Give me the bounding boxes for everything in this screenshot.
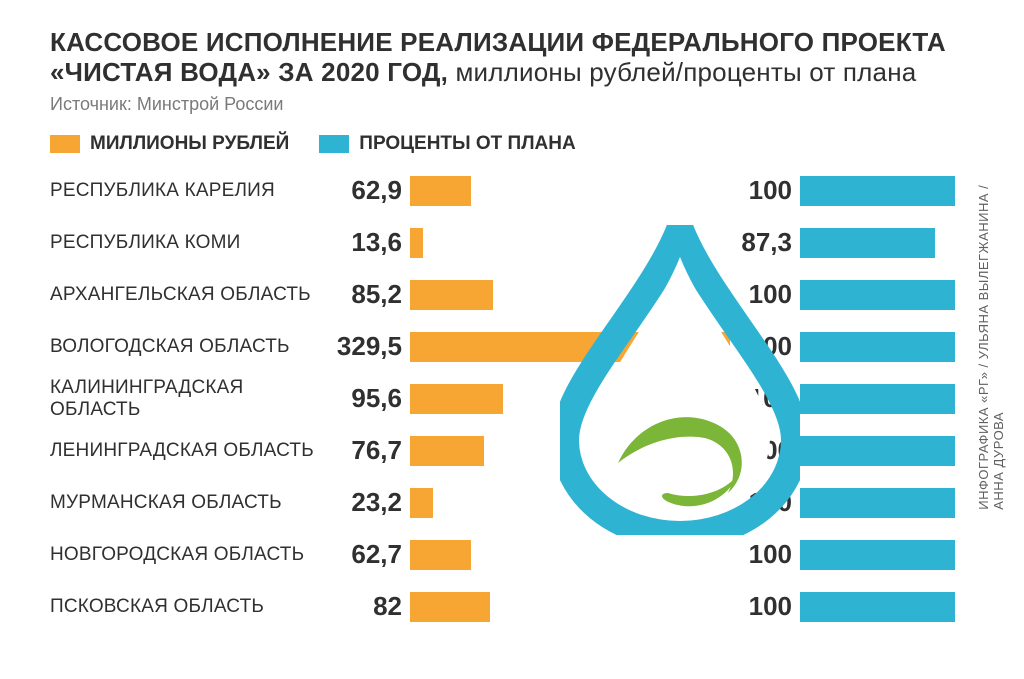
region-label: НОВГОРОДСКАЯ ОБЛАСТЬ [50,544,330,566]
region-label: МУРМАНСКАЯ ОБЛАСТЬ [50,492,330,514]
bar-millions-wrap [410,488,730,518]
value-percent: 100 [730,331,800,362]
value-percent: 87,3 [730,227,800,258]
title-subtitle: миллионы рублей/проценты от плана [455,57,916,87]
bar-percent-wrap [800,540,955,570]
bar-percent-wrap [800,176,955,206]
chart-row: РЕСПУБЛИКА КАРЕЛИЯ62,9 100 [50,165,974,217]
bar-millions-wrap [410,592,730,622]
bar-percent [800,228,935,258]
value-percent: 100 [730,279,800,310]
bar-percent-wrap [800,436,955,466]
legend-item-right: ПРОЦЕНТЫ ОТ ПЛАНА [319,133,575,155]
value-millions: 62,7 [330,539,410,570]
legend-item-left: МИЛЛИОНЫ РУБЛЕЙ [50,133,289,155]
chart-area: РЕСПУБЛИКА КАРЕЛИЯ62,9 100 РЕСПУБЛИКА КОМИ… [50,165,974,633]
bar-percent [800,592,955,622]
title-line-1: КАССОВОЕ ИСПОЛНЕНИЕ РЕАЛИЗАЦИИ ФЕДЕРАЛЬН… [50,27,946,57]
bar-percent [800,280,955,310]
bar-millions-wrap [410,176,730,206]
chart-row: МУРМАНСКАЯ ОБЛАСТЬ23,2 100 [50,477,974,529]
bar-percent [800,488,955,518]
bar-millions-wrap [410,280,730,310]
value-percent: 100 [730,435,800,466]
bar-percent-wrap [800,228,955,258]
chart-row: РЕСПУБЛИКА КОМИ13,6 87,3 [50,217,974,269]
value-millions: 23,2 [330,487,410,518]
chart-row: АРХАНГЕЛЬСКАЯ ОБЛАСТЬ85,2 100 [50,269,974,321]
bar-millions-wrap [410,228,730,258]
bar-millions-wrap [410,540,730,570]
bar-millions [410,540,471,570]
region-label: ПСКОВСКАЯ ОБЛАСТЬ [50,596,330,618]
bar-millions [410,280,493,310]
title-line-2: «ЧИСТАЯ ВОДА» ЗА 2020 ГОД, [50,57,455,87]
bar-millions [410,332,730,362]
bar-millions [410,592,490,622]
value-percent: 100 [730,539,800,570]
bar-millions-wrap [410,384,730,414]
bar-percent-wrap [800,332,955,362]
region-label: РЕСПУБЛИКА КОМИ [50,232,330,254]
bar-percent [800,384,955,414]
bar-millions [410,436,484,466]
value-millions: 85,2 [330,279,410,310]
bar-millions [410,228,423,258]
bar-percent [800,332,955,362]
bar-millions [410,384,503,414]
chart-row: ЛЕНИНГРАДСКАЯ ОБЛАСТЬ76,7 100 [50,425,974,477]
chart-row: ВОЛОГОДСКАЯ ОБЛАСТЬ329,5 100 [50,321,974,373]
swatch-orange [50,135,80,153]
swatch-blue [319,135,349,153]
value-millions: 76,7 [330,435,410,466]
legend-label-right: ПРОЦЕНТЫ ОТ ПЛАНА [359,133,575,154]
value-millions: 329,5 [330,331,410,362]
value-percent: 100 [730,383,800,414]
bar-millions-wrap [410,436,730,466]
credit-vertical: ИНФОГРАФИКА «РГ» / УЛЬЯНА ВЫЛЕГЖАНИНА / … [976,170,1006,510]
bar-percent-wrap [800,280,955,310]
source-text: Источник: Минстрой России [50,94,974,115]
chart-row: КАЛИНИНГРАДСКАЯ ОБЛАСТЬ95,6 100 [50,373,974,425]
value-millions: 82 [330,591,410,622]
bar-percent-wrap [800,592,955,622]
bar-millions-wrap [410,332,730,362]
chart-row: ПСКОВСКАЯ ОБЛАСТЬ82 100 [50,581,974,633]
bar-percent-wrap [800,384,955,414]
region-label: РЕСПУБЛИКА КАРЕЛИЯ [50,180,330,202]
region-label: АРХАНГЕЛЬСКАЯ ОБЛАСТЬ [50,284,330,306]
chart-title: КАССОВОЕ ИСПОЛНЕНИЕ РЕАЛИЗАЦИИ ФЕДЕРАЛЬН… [50,28,974,88]
bar-millions [410,488,433,518]
legend-label-left: МИЛЛИОНЫ РУБЛЕЙ [90,133,289,154]
bar-percent [800,540,955,570]
value-millions: 95,6 [330,383,410,414]
value-millions: 62,9 [330,175,410,206]
chart-row: НОВГОРОДСКАЯ ОБЛАСТЬ62,7 100 [50,529,974,581]
region-label: КАЛИНИНГРАДСКАЯ ОБЛАСТЬ [50,377,330,421]
value-millions: 13,6 [330,227,410,258]
value-percent: 100 [730,591,800,622]
value-percent: 100 [730,487,800,518]
bar-percent-wrap [800,488,955,518]
value-percent: 100 [730,175,800,206]
bar-millions [410,176,471,206]
region-label: ЛЕНИНГРАДСКАЯ ОБЛАСТЬ [50,440,330,462]
legend: МИЛЛИОНЫ РУБЛЕЙ ПРОЦЕНТЫ ОТ ПЛАНА [50,133,974,155]
bar-percent [800,436,955,466]
bar-percent [800,176,955,206]
region-label: ВОЛОГОДСКАЯ ОБЛАСТЬ [50,336,330,358]
